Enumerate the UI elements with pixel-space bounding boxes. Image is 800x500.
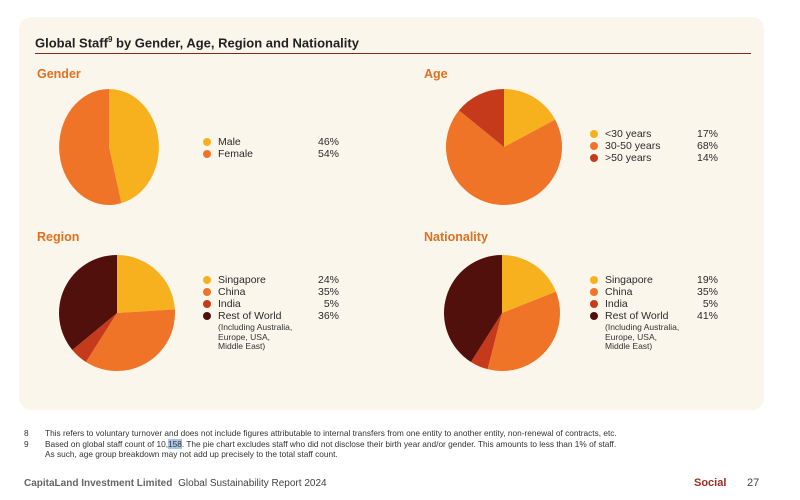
legend-swatch (590, 300, 598, 308)
legend-item-singapore: Singapore 24% (203, 274, 343, 286)
age-pie-chart (445, 89, 562, 206)
pie-slice-singapore (117, 255, 175, 313)
legend-value: 46% (317, 136, 339, 148)
age-heading: Age (424, 67, 448, 81)
region-legend: Singapore 24% China 35% India 5% Rest of World… (203, 274, 343, 351)
legend-label: China (218, 286, 246, 298)
page-number: 27 (747, 477, 760, 489)
legend-item-china: China 35% (203, 286, 343, 298)
gender-heading: Gender (37, 67, 81, 81)
nationality-heading: Nationality (424, 230, 488, 244)
pie-slice-singapore (502, 255, 556, 313)
pie-slice-china (487, 291, 561, 372)
legend-swatch (203, 300, 211, 308)
legend-swatch (203, 312, 211, 320)
footnote-9: 9 Based on global staff count of 10,158.… (24, 438, 617, 449)
footnotes: 8 This refers to voluntary turnover and … (24, 428, 784, 460)
legend-label: Female (218, 148, 254, 160)
legend-value: 5% (702, 298, 718, 310)
region-heading: Region (37, 230, 80, 244)
legend-swatch (590, 276, 598, 284)
legend-swatch (590, 130, 598, 138)
legend-label: Rest of World (218, 310, 282, 322)
legend-swatch (590, 312, 598, 320)
legend-swatch (203, 288, 211, 296)
legend-value: 14% (696, 152, 718, 164)
legend-label: Singapore (605, 274, 653, 286)
legend-swatch (203, 276, 211, 284)
legend-value: 54% (317, 148, 339, 160)
legend-label: 30-50 years (605, 140, 661, 152)
pie-slice-china (85, 309, 176, 372)
nationality-pie-chart (443, 255, 561, 372)
footnote-9-continued: As such, age group breakdown may not add… (45, 449, 338, 459)
legend-value: 35% (696, 286, 718, 298)
legend-item-rest-of-world: Rest of World 41% (590, 310, 720, 322)
legend-item-singapore: Singapore 19% (590, 274, 720, 286)
pie-slice-rest-of-world (59, 255, 117, 350)
legend-item-30-years: <30 years 17% (590, 128, 720, 140)
legend-item-30-50-years: 30-50 years 68% (590, 140, 720, 152)
pie-slice-50-years (458, 89, 504, 147)
legend-label: Male (218, 136, 241, 148)
gender-legend: Male 46% Female 54% (203, 136, 343, 160)
pie-slice-female (59, 89, 122, 205)
legend-value: 17% (696, 128, 718, 140)
region-pie-chart (59, 255, 176, 372)
nationality-legend: Singapore 19% China 35% India 5% Rest of World… (590, 274, 720, 351)
legend-item-female: Female 54% (203, 148, 343, 160)
legend-value: 5% (323, 298, 339, 310)
pie-slice-india (470, 313, 502, 370)
legend-label: India (218, 298, 241, 310)
footer-report-title: Global Sustainability Report 2024 (178, 478, 327, 489)
pie-slice-india (72, 313, 117, 362)
legend-label: >50 years (605, 152, 652, 164)
legend-label: China (605, 286, 633, 298)
legend-note: (Including Australia, Europe, USA, Middle … (605, 322, 680, 351)
pie-slice-rest-of-world (443, 255, 502, 362)
legend-item-50-years: >50 years 14% (590, 152, 720, 164)
legend-note: (Including Australia, Europe, USA, Middle … (218, 322, 293, 351)
pie-slice-30-years (504, 89, 556, 147)
legend-swatch (590, 154, 598, 162)
legend-item-male: Male 46% (203, 136, 343, 148)
legend-label: Singapore (218, 274, 266, 286)
legend-item-india: India 5% (590, 298, 720, 310)
legend-label: Rest of World (605, 310, 669, 322)
legend-item-china: China 35% (590, 286, 720, 298)
page-footer: CapitaLand Investment Limited Global Sus… (24, 477, 774, 492)
legend-value: 41% (696, 310, 718, 322)
legend-value: 35% (317, 286, 339, 298)
legend-value: 68% (696, 140, 718, 152)
title-divider (35, 53, 751, 54)
legend-item-india: India 5% (203, 298, 343, 310)
pie-slice-male (109, 89, 159, 204)
age-legend: <30 years 17% 30-50 years 68% >50 years 14% (590, 128, 720, 164)
legend-label: <30 years (605, 128, 652, 140)
highlighted-text: 158 (168, 438, 182, 449)
staff-chart-card: Global Staff9 by Gender, Age, Region and… (19, 17, 764, 410)
footer-section: Social (694, 477, 727, 489)
footer-company: CapitaLand Investment Limited (24, 478, 173, 489)
legend-label: India (605, 298, 628, 310)
legend-value: 36% (317, 310, 339, 322)
legend-value: 19% (696, 274, 718, 286)
card-title: Global Staff9 by Gender, Age, Region and… (35, 35, 359, 51)
gender-pie-chart (59, 89, 159, 205)
legend-swatch (203, 138, 211, 146)
legend-swatch (203, 150, 211, 158)
legend-swatch (590, 142, 598, 150)
legend-item-rest-of-world: Rest of World 36% (203, 310, 343, 322)
legend-value: 24% (317, 274, 339, 286)
footnote-8: 8 This refers to voluntary turnover and … (24, 428, 617, 438)
legend-swatch (590, 288, 598, 296)
pie-slice-30-50-years (445, 110, 562, 206)
